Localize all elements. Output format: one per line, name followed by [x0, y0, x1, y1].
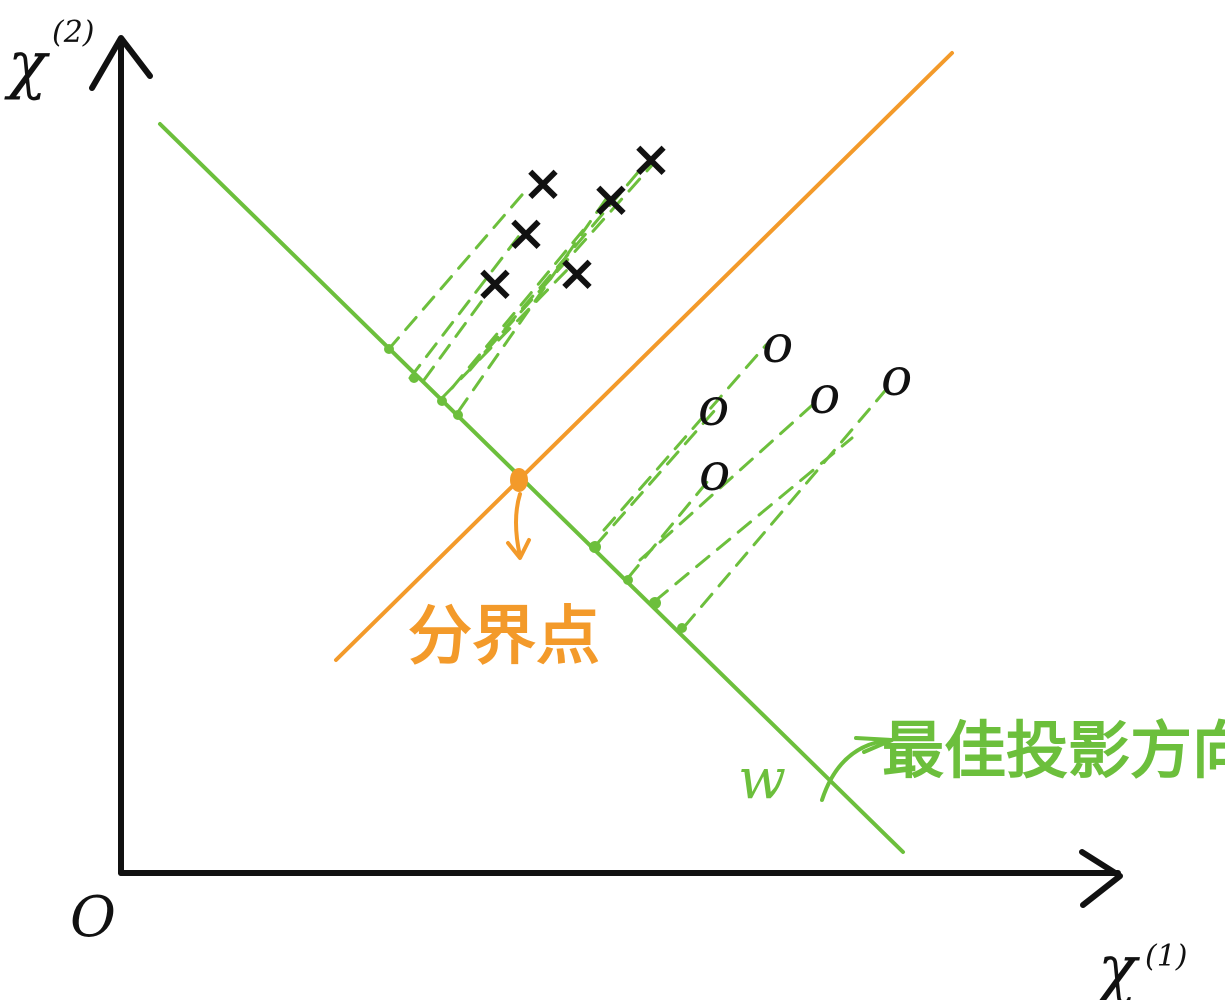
x-axis-arrowhead	[1079, 849, 1123, 908]
y-axis-arrowhead	[89, 35, 153, 91]
class-o-points: o o o o o	[698, 315, 912, 503]
x-point: ×	[474, 254, 516, 312]
x-axis-label-superscript: (1)	[1145, 939, 1188, 974]
origin-label: O	[70, 885, 116, 950]
x-axis-label: χ	[1094, 932, 1140, 1000]
split-point-label: 分界点	[408, 600, 600, 674]
projection-direction-arrow	[820, 736, 894, 802]
y-axis-label-superscript: (2)	[52, 15, 95, 50]
projected-points	[384, 344, 687, 633]
x-point: ×	[556, 244, 598, 302]
x-point: ×	[630, 130, 672, 188]
separating-line	[334, 51, 954, 662]
class-x-points: × × × × × ×	[474, 130, 672, 312]
o-point: o	[809, 366, 840, 426]
x-point: ×	[505, 204, 547, 262]
x-point: ×	[590, 170, 632, 228]
split-point-arrow	[506, 492, 531, 560]
o-point: o	[881, 348, 912, 408]
projection-line-w	[158, 122, 905, 854]
axes	[89, 35, 1123, 908]
o-point: o	[698, 378, 729, 438]
vector-w-label: w	[738, 747, 786, 812]
y-axis-label: χ	[4, 28, 50, 102]
split-point-dot	[510, 468, 528, 492]
projection-dashes-class-x	[386, 161, 656, 414]
o-point: o	[762, 315, 793, 375]
o-point: o	[699, 443, 730, 503]
projection-direction-label: 最佳投影方向	[882, 714, 1225, 787]
x-point: ×	[522, 154, 564, 212]
projection-dashes-class-o	[594, 343, 892, 629]
